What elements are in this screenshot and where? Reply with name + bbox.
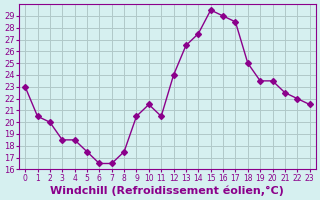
X-axis label: Windchill (Refroidissement éolien,°C): Windchill (Refroidissement éolien,°C): [51, 185, 284, 196]
